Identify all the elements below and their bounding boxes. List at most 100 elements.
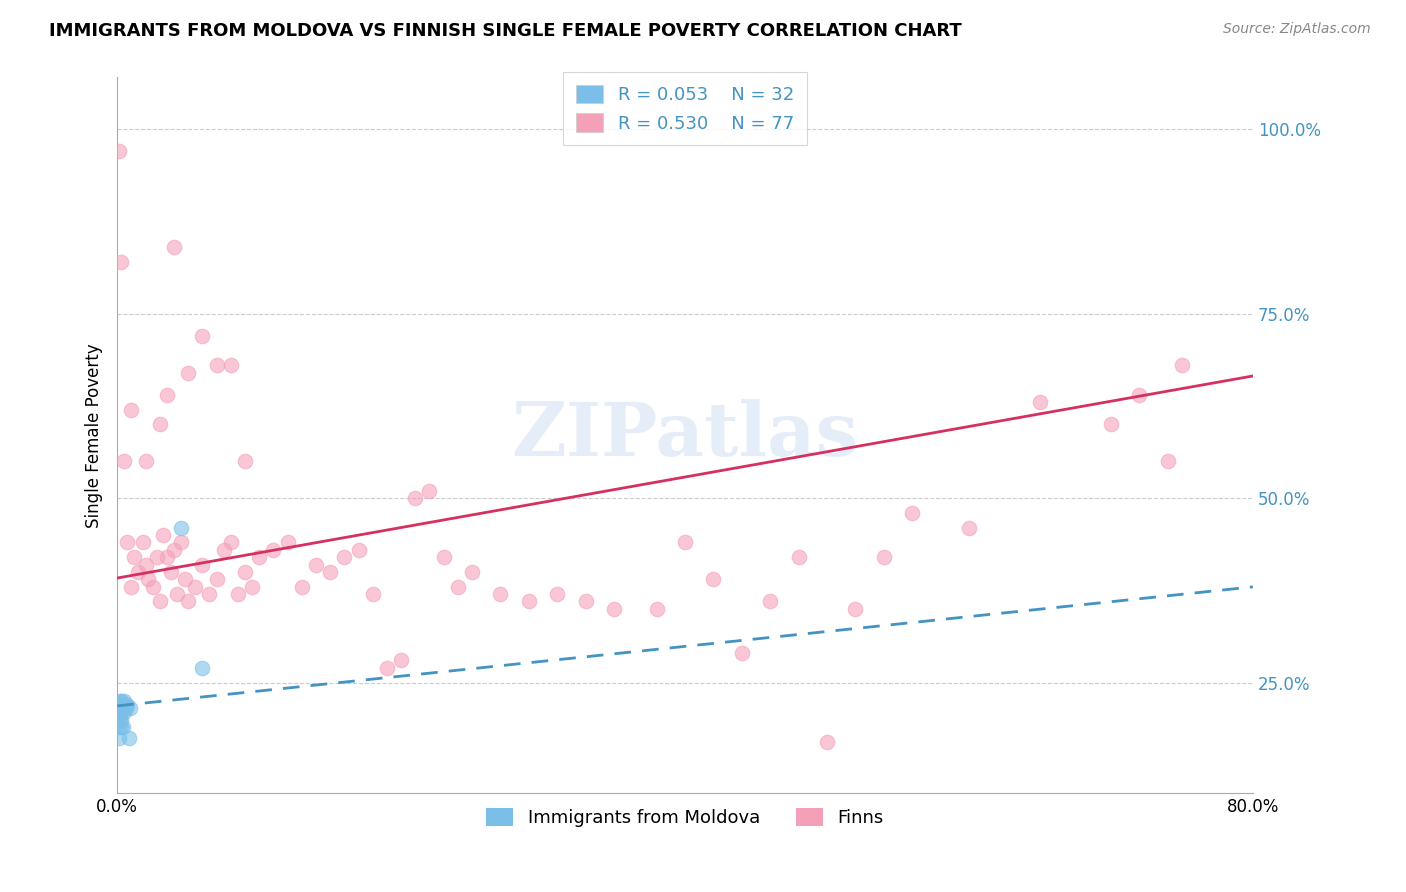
Point bbox=[375, 661, 398, 675]
Y-axis label: Single Female Poverty: Single Female Poverty bbox=[86, 343, 103, 528]
Point bbox=[132, 535, 155, 549]
Point bbox=[177, 594, 200, 608]
Point bbox=[146, 550, 169, 565]
Point bbox=[240, 580, 263, 594]
Point bbox=[177, 366, 200, 380]
Point bbox=[170, 521, 193, 535]
Point bbox=[262, 542, 284, 557]
Point bbox=[114, 698, 136, 712]
Point bbox=[110, 720, 132, 734]
Point bbox=[673, 535, 696, 549]
Point bbox=[156, 388, 179, 402]
Point bbox=[117, 731, 139, 745]
Point bbox=[603, 602, 626, 616]
Point bbox=[107, 701, 129, 715]
Point bbox=[120, 402, 142, 417]
Point bbox=[191, 328, 214, 343]
Point bbox=[333, 550, 356, 565]
Text: IMMIGRANTS FROM MOLDOVA VS FINNISH SINGLE FEMALE POVERTY CORRELATION CHART: IMMIGRANTS FROM MOLDOVA VS FINNISH SINGL… bbox=[49, 22, 962, 40]
Point bbox=[107, 720, 129, 734]
Point bbox=[112, 701, 135, 715]
Point bbox=[111, 698, 134, 712]
Point bbox=[108, 694, 131, 708]
Point bbox=[163, 542, 186, 557]
Point bbox=[1099, 417, 1122, 432]
Point bbox=[110, 694, 132, 708]
Point bbox=[198, 587, 221, 601]
Point bbox=[489, 587, 512, 601]
Point bbox=[108, 701, 131, 715]
Point bbox=[115, 535, 138, 549]
Point bbox=[174, 572, 197, 586]
Point bbox=[110, 713, 132, 727]
Point bbox=[404, 491, 426, 505]
Point bbox=[108, 713, 131, 727]
Point bbox=[184, 580, 207, 594]
Point bbox=[120, 580, 142, 594]
Point bbox=[1029, 395, 1052, 409]
Point bbox=[447, 580, 470, 594]
Point bbox=[546, 587, 568, 601]
Point bbox=[191, 661, 214, 675]
Point bbox=[160, 565, 183, 579]
Point bbox=[957, 521, 980, 535]
Point bbox=[156, 550, 179, 565]
Point bbox=[702, 572, 724, 586]
Point bbox=[305, 558, 328, 572]
Point bbox=[787, 550, 810, 565]
Point bbox=[1156, 454, 1178, 468]
Point bbox=[112, 694, 135, 708]
Legend: Immigrants from Moldova, Finns: Immigrants from Moldova, Finns bbox=[479, 801, 891, 834]
Point bbox=[110, 698, 132, 712]
Point bbox=[205, 359, 228, 373]
Point bbox=[1171, 359, 1194, 373]
Point bbox=[138, 572, 160, 586]
Point bbox=[170, 535, 193, 549]
Point bbox=[110, 701, 132, 715]
Text: ZIPatlas: ZIPatlas bbox=[512, 399, 859, 472]
Point bbox=[107, 698, 129, 712]
Point bbox=[517, 594, 540, 608]
Point bbox=[149, 417, 172, 432]
Point bbox=[115, 698, 138, 712]
Point bbox=[219, 359, 242, 373]
Point bbox=[759, 594, 782, 608]
Point bbox=[118, 701, 141, 715]
Point bbox=[347, 542, 370, 557]
Point bbox=[142, 580, 165, 594]
Point bbox=[815, 734, 838, 748]
Point bbox=[163, 240, 186, 254]
Point bbox=[461, 565, 484, 579]
Point bbox=[111, 720, 134, 734]
Point bbox=[152, 528, 174, 542]
Point bbox=[319, 565, 342, 579]
Point bbox=[135, 454, 157, 468]
Point bbox=[233, 454, 256, 468]
Point bbox=[226, 587, 249, 601]
Point bbox=[247, 550, 270, 565]
Point bbox=[361, 587, 384, 601]
Point bbox=[122, 550, 145, 565]
Point bbox=[191, 558, 214, 572]
Point bbox=[291, 580, 314, 594]
Point bbox=[219, 535, 242, 549]
Point bbox=[135, 558, 157, 572]
Point bbox=[127, 565, 149, 579]
Point bbox=[205, 572, 228, 586]
Point bbox=[112, 705, 135, 719]
Point bbox=[1128, 388, 1150, 402]
Point bbox=[108, 698, 131, 712]
Point bbox=[166, 587, 188, 601]
Point bbox=[110, 705, 132, 719]
Point bbox=[110, 705, 132, 719]
Point bbox=[418, 483, 440, 498]
Point bbox=[112, 454, 135, 468]
Point bbox=[233, 565, 256, 579]
Point bbox=[110, 701, 132, 715]
Point bbox=[110, 255, 132, 269]
Point bbox=[149, 594, 172, 608]
Point bbox=[277, 535, 299, 549]
Point bbox=[107, 731, 129, 745]
Point bbox=[844, 602, 866, 616]
Point bbox=[108, 705, 131, 719]
